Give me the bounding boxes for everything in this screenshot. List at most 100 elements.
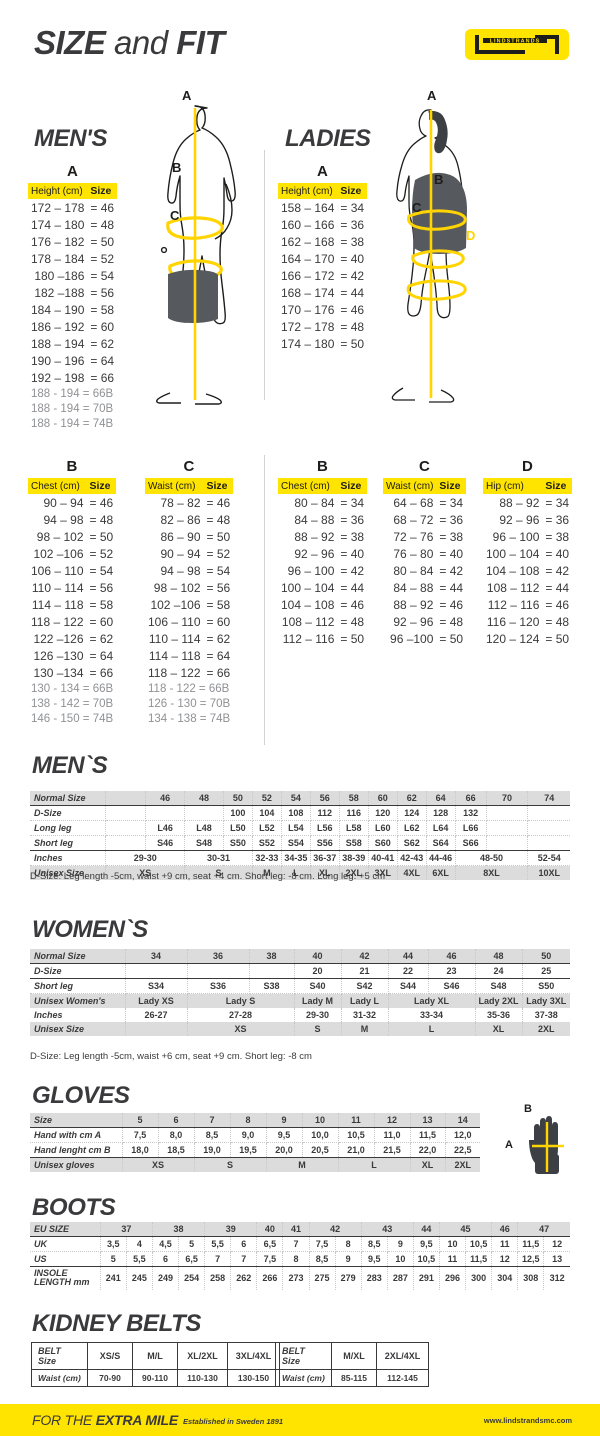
table-row: 108 – 112 = 44 xyxy=(486,580,570,595)
table-row-short-leg: Short leg S46 S48 S50 S52 S54 S56 S58 S6… xyxy=(30,835,570,851)
table-row: 162 – 168 = 38 xyxy=(281,234,365,249)
ladies-body-figure xyxy=(385,88,505,413)
kidney-belt-table-left: BELT Size XS/S M/L XL/2XL 3XL/4XL Waist … xyxy=(31,1342,280,1387)
table-row: 112 – 116 = 50 xyxy=(282,631,365,646)
column-divider-lower xyxy=(264,455,265,745)
glove-hand-figure xyxy=(518,1110,578,1185)
table-row: 166 – 172 = 42 xyxy=(281,268,365,283)
table-row-unisex-womens: Unisex Women's Lady XS Lady S Lady M Lad… xyxy=(30,993,570,1008)
table-row: 114 – 118 = 64 xyxy=(148,648,231,663)
col-header-height: Height (cm) xyxy=(28,183,88,199)
table-row: 118 - 122 = 66B xyxy=(148,682,230,695)
ladies-label-d: D xyxy=(466,228,476,243)
table-row: 180 –186 = 54 xyxy=(34,268,115,283)
table-row: 76 – 80 = 40 xyxy=(393,546,464,561)
col-header-size: Size xyxy=(337,183,368,199)
table-row: 84 – 88 = 36 xyxy=(294,512,365,527)
table-row: 106 – 110 = 54 xyxy=(31,563,114,578)
col-header-height: Height (cm) xyxy=(278,183,338,199)
table-row-unisex-size: Unisex Size XS S M L XL 2XL xyxy=(30,1022,570,1036)
mens-label-a: A xyxy=(182,88,192,103)
table-row-uk: UK 3,5 4 4,5 5 5,5 6 6,5 7 7,5 8 8,5 9 9… xyxy=(30,1236,570,1252)
table-row-d-size: D-Size 100 104 108 112 116 120 124 128 1… xyxy=(30,805,570,821)
table-row-us: US 5 5,5 6 6,5 7 7 7,5 8 8,5 9 9,5 10 10… xyxy=(30,1251,570,1267)
mens-height-caption: A xyxy=(66,163,79,180)
table-row: 88 – 92 = 34 xyxy=(499,495,570,510)
table-row: 72 – 76 = 38 xyxy=(393,529,464,544)
boots-section-heading: BOOTS xyxy=(32,1194,116,1221)
table-row-inches: Inches 26-27 27-28 29-30 31-32 33-34 35-… xyxy=(30,1008,570,1022)
table-row: 178 – 184 = 52 xyxy=(31,251,115,266)
table-row: 170 – 176 = 46 xyxy=(281,302,365,317)
table-row: 100 – 104 = 44 xyxy=(281,580,365,595)
table-row: 98 – 102 = 50 xyxy=(36,529,114,544)
table-row: Waist (cm) 85-115 112-145 xyxy=(275,1369,429,1387)
table-row: 188 - 194 = 66B xyxy=(31,387,114,400)
table-row: 172 – 178 = 46 xyxy=(31,200,115,215)
table-row: 82 – 86 = 48 xyxy=(160,512,231,527)
page-title-fit: FIT xyxy=(176,24,225,61)
col-header-size: Size xyxy=(542,478,573,494)
womens-section-heading: WOMEN`S xyxy=(32,916,148,943)
table-row: 104 – 108 = 46 xyxy=(281,597,365,612)
footer-website-link[interactable]: www.lindstrandsmc.com xyxy=(483,1416,572,1425)
table-row: 110 – 114 = 56 xyxy=(31,580,114,595)
lindstrands-logo: LINDSTRANDS xyxy=(465,29,569,60)
table-row-unisex-size: Unisex Size XS S M L XL 2XL 3XL 4XL 6XL … xyxy=(30,865,570,880)
svg-text:LINDSTRANDS: LINDSTRANDS xyxy=(490,39,541,45)
table-header-row: BELT Size XS/S M/L XL/2XL 3XL/4XL xyxy=(31,1342,280,1370)
col-header-size: Size xyxy=(87,183,118,199)
footer-established: Established in Sweden 1891 xyxy=(183,1417,284,1426)
table-row: 78 – 82 = 46 xyxy=(160,495,231,510)
table-row: 90 – 94 = 52 xyxy=(160,546,231,561)
table-row: 174 – 180 = 48 xyxy=(31,217,115,232)
table-row: 116 – 120 = 48 xyxy=(486,614,570,629)
table-row: 96 – 100 = 42 xyxy=(287,563,365,578)
footer-tagline-light: FOR THE xyxy=(32,1412,96,1428)
table-header-row: Waist (cm) Size xyxy=(383,478,467,494)
page-title-and: and xyxy=(105,24,177,61)
table-row: 172 – 178 = 48 xyxy=(281,319,365,334)
ladies-label-c: C xyxy=(412,200,422,215)
table-row: 186 – 192 = 60 xyxy=(31,319,115,334)
table-row-hand-length: Hand lenght cm B 18,0 18,5 19,0 19,5 20,… xyxy=(30,1142,480,1158)
table-row: 160 – 166 = 36 xyxy=(281,217,365,232)
table-row: 122 –126 = 62 xyxy=(33,631,114,646)
table-row: 96 –100 = 50 xyxy=(390,631,464,646)
womens-size-table: Normal Size 34 36 38 40 42 44 46 48 50 D… xyxy=(30,949,570,1036)
table-row-long-leg: Long leg L46 L48 L50 L52 L54 L56 L58 L60… xyxy=(30,820,570,836)
mens-size-table: Normal Size 46 48 50 52 54 56 58 60 62 6… xyxy=(30,791,570,880)
footer-tagline: FOR THE EXTRA MILE xyxy=(32,1412,178,1428)
table-row: 126 –130 = 64 xyxy=(33,648,114,663)
table-row: 94 – 98 = 48 xyxy=(43,512,114,527)
table-row: Waist (cm) 70-90 90-110 110-130 130-150 xyxy=(31,1369,280,1387)
table-header-row: BELT Size M/XL 2XL/4XL xyxy=(275,1342,429,1370)
mens-waist-caption: C xyxy=(183,458,195,475)
table-header-row: Chest (cm) Size xyxy=(28,478,117,494)
kidney-section-heading: KIDNEY BELTS xyxy=(32,1310,202,1337)
ladies-hip-caption: D xyxy=(521,458,534,475)
table-row-eu-size: EU SIZE 37 38 39 40 41 42 43 44 45 46 47 xyxy=(30,1222,570,1237)
boots-size-table: EU SIZE 37 38 39 40 41 42 43 44 45 46 47… xyxy=(30,1222,570,1290)
table-header-row: Height (cm) Size xyxy=(278,183,368,199)
ladies-waist-table: C Waist (cm) Size 64 – 68 = 34 68 – 72 = 3… xyxy=(383,458,467,647)
mens-label-c: C xyxy=(170,208,180,223)
table-row: 94 – 98 = 54 xyxy=(160,563,231,578)
ladies-chest-caption: B xyxy=(316,458,329,475)
kidney-belt-table-right: BELT Size M/XL 2XL/4XL Waist (cm) 85-115… xyxy=(275,1342,429,1387)
gloves-size-table: Size 5 6 7 8 9 10 11 12 13 14 Hand with … xyxy=(30,1113,480,1172)
mens-waist-table: C Waist (cm) Size 78 – 82 = 46 82 – 86 = 4… xyxy=(145,458,234,726)
col-header-chest: Chest (cm) xyxy=(28,478,87,494)
table-row: 92 – 96 = 36 xyxy=(499,512,570,527)
column-divider xyxy=(264,150,265,400)
table-row: 174 – 180 = 50 xyxy=(281,336,365,351)
ladies-hip-table: D Hip (cm) Size 88 – 92 = 34 92 – 96 = 36 … xyxy=(483,458,573,647)
table-row: 68 – 72 = 36 xyxy=(393,512,464,527)
table-row: 106 – 110 = 60 xyxy=(148,614,231,629)
table-header-row: Chest (cm) Size xyxy=(278,478,368,494)
table-row: 158 – 164 = 34 xyxy=(281,200,365,215)
ladies-height-caption: A xyxy=(316,163,329,180)
glove-label-b: B xyxy=(524,1103,532,1115)
ladies-label-b: B xyxy=(434,172,444,187)
table-header-row: Height (cm) Size xyxy=(28,183,118,199)
